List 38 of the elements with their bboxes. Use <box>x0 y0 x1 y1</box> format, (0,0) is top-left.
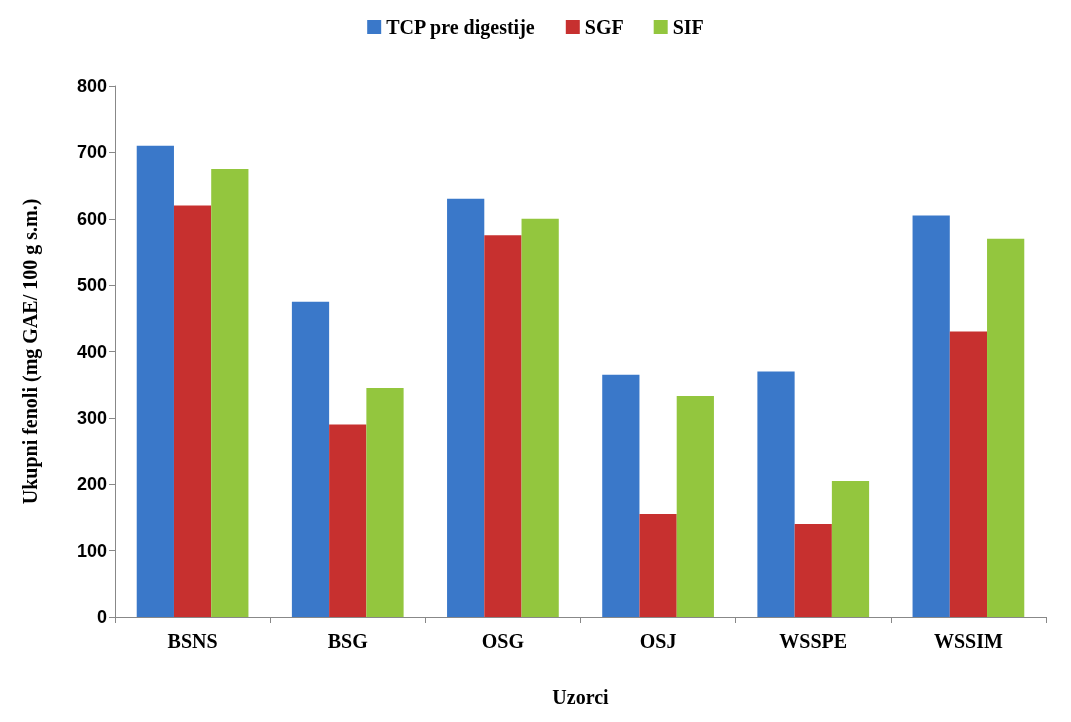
bar <box>639 514 677 617</box>
y-tick-label: 200 <box>76 474 107 495</box>
bar <box>949 331 988 617</box>
bar <box>676 395 714 617</box>
x-tick-label: BSG <box>327 630 369 652</box>
x-tick-label: OSG <box>481 630 525 652</box>
x-tick-label: WSSIM <box>933 630 1003 652</box>
bar <box>136 145 174 617</box>
y-axis-title: Ukupni fenoli (mg GAE/ 100 g s.m.) <box>19 198 42 505</box>
y-tick-label: 300 <box>76 407 107 428</box>
bar <box>291 301 330 617</box>
bar <box>521 218 559 617</box>
x-tick-label: OSJ <box>639 630 677 652</box>
x-axis-title: Uzorci <box>552 686 610 708</box>
bar <box>329 424 367 617</box>
y-tick-label: 600 <box>76 208 107 229</box>
bar <box>211 168 249 617</box>
legend-label: SGF <box>584 16 624 38</box>
bar <box>484 235 522 617</box>
legend-label: SIF <box>672 16 704 38</box>
y-tick-label: 500 <box>76 275 107 296</box>
bar <box>831 480 870 617</box>
bar <box>602 374 640 617</box>
bar <box>173 205 212 617</box>
legend-label: TCP pre digestije <box>386 16 535 39</box>
bar <box>987 238 1025 617</box>
y-tick-label: 0 <box>96 607 107 627</box>
bar <box>757 371 795 617</box>
y-tick-label: 800 <box>76 76 107 96</box>
bar <box>447 198 485 617</box>
bar <box>366 388 404 617</box>
bar <box>912 215 950 617</box>
x-tick-label: WSSPE <box>779 630 848 652</box>
y-tick-label: 700 <box>76 142 107 163</box>
bar <box>794 524 832 617</box>
y-tick-label: 400 <box>76 341 107 362</box>
x-tick-label: BSNS <box>167 630 218 652</box>
y-tick-label: 100 <box>76 540 107 561</box>
